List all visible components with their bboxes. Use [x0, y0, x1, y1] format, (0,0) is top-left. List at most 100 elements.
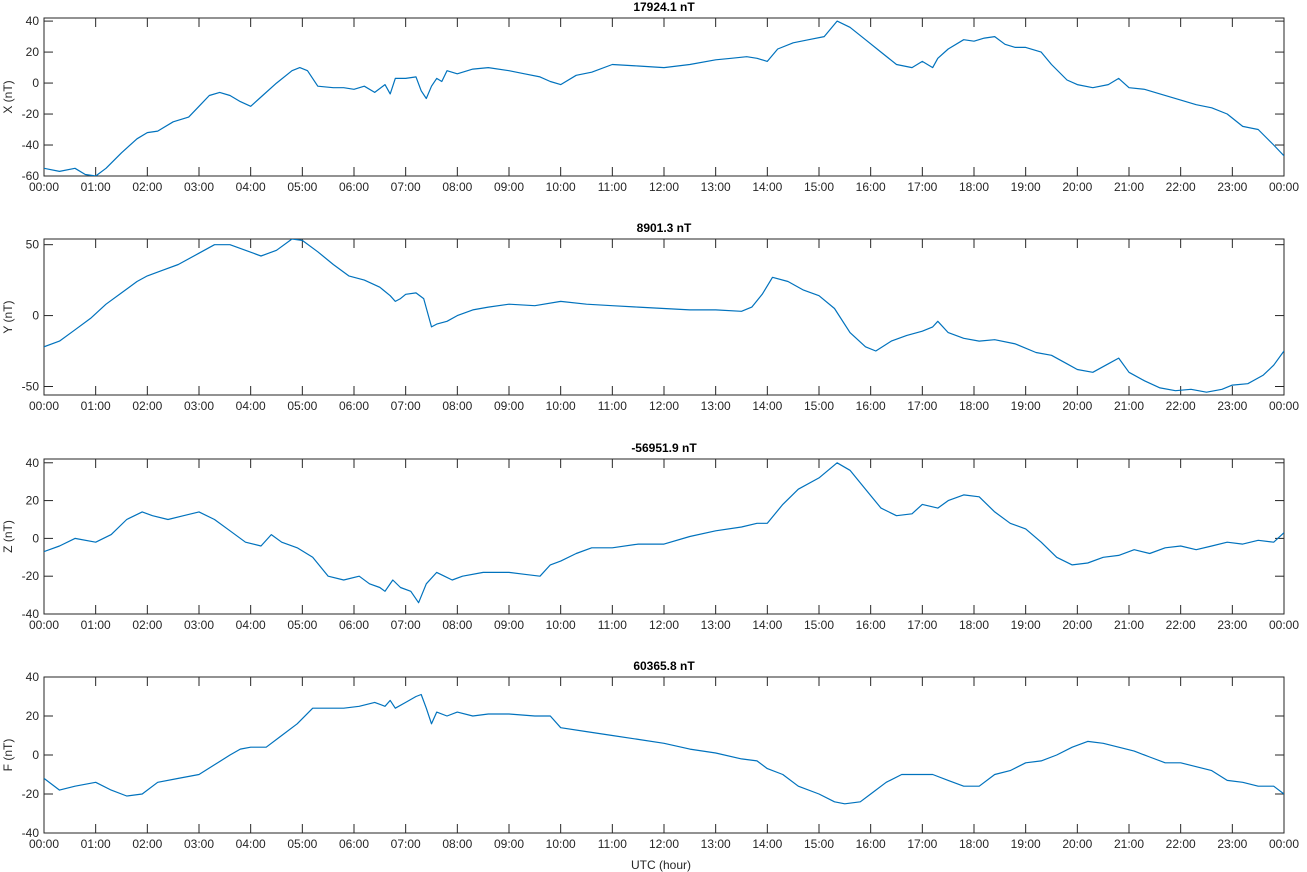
x-tick-label: 02:00 — [132, 399, 162, 413]
x-tick-label: 18:00 — [959, 180, 989, 194]
x-tick-label: 08:00 — [442, 399, 472, 413]
x-tick-label: 21:00 — [1114, 618, 1144, 632]
x-tick-label: 05:00 — [287, 180, 317, 194]
x-tick-label: 13:00 — [701, 180, 731, 194]
x-tick-label: 17:00 — [907, 837, 937, 851]
x-tick-label: 16:00 — [856, 399, 886, 413]
panel-title: 60365.8 nT — [633, 659, 695, 673]
y-tick-label: 0 — [32, 309, 39, 323]
x-tick-label: 11:00 — [598, 837, 627, 851]
y-tick-label: 0 — [32, 748, 39, 762]
x-tick-label: 04:00 — [236, 837, 266, 851]
x-tick-label: 00:00 — [1269, 180, 1299, 194]
y-tick-label: 40 — [26, 14, 40, 28]
x-tick-label: 08:00 — [442, 618, 472, 632]
series-line — [44, 20, 1284, 176]
x-tick-label: 06:00 — [339, 180, 369, 194]
x-tick-label: 12:00 — [649, 618, 679, 632]
x-tick-label: 15:00 — [804, 618, 834, 632]
figure-xlabel: UTC (hour) — [631, 858, 691, 872]
x-tick-label: 23:00 — [1217, 180, 1247, 194]
x-tick-label: 00:00 — [1269, 837, 1299, 851]
x-tick-label: 10:00 — [546, 618, 576, 632]
panel-title: 17924.1 nT — [633, 0, 695, 14]
x-tick-label: 01:00 — [81, 618, 111, 632]
y-tick-label: -40 — [22, 826, 40, 840]
x-tick-label: 05:00 — [287, 618, 317, 632]
x-tick-label: 22:00 — [1166, 399, 1196, 413]
x-tick-label: 11:00 — [598, 180, 627, 194]
x-tick-label: 14:00 — [752, 837, 782, 851]
x-tick-label: 16:00 — [856, 180, 886, 194]
x-tick-label: 05:00 — [287, 837, 317, 851]
x-tick-label: 18:00 — [959, 618, 989, 632]
panel-title: -56951.9 nT — [631, 441, 697, 455]
x-tick-label: 19:00 — [1011, 180, 1041, 194]
x-tick-label: 12:00 — [649, 180, 679, 194]
x-tick-label: 16:00 — [856, 618, 886, 632]
x-tick-label: 12:00 — [649, 399, 679, 413]
y-tick-label: -20 — [22, 787, 40, 801]
x-tick-label: 11:00 — [598, 399, 627, 413]
x-tick-label: 01:00 — [81, 399, 111, 413]
y-axis-label: F (nT) — [1, 739, 15, 772]
x-tick-label: 21:00 — [1114, 837, 1144, 851]
x-tick-label: 05:00 — [287, 399, 317, 413]
series-line — [44, 239, 1284, 393]
x-tick-label: 09:00 — [494, 837, 524, 851]
x-tick-label: 19:00 — [1011, 399, 1041, 413]
x-tick-label: 20:00 — [1062, 837, 1092, 851]
x-tick-label: 07:00 — [391, 837, 421, 851]
x-tick-label: 06:00 — [339, 399, 369, 413]
x-tick-label: 13:00 — [701, 618, 731, 632]
x-tick-label: 08:00 — [442, 837, 472, 851]
x-tick-label: 09:00 — [494, 618, 524, 632]
x-tick-label: 22:00 — [1166, 180, 1196, 194]
chart-panel-2: 00:00 01:00 02:00 03:00 04:00 05:00 06:00 07:00… — [1, 221, 1299, 413]
x-tick-label: 06:00 — [339, 618, 369, 632]
y-tick-label: -20 — [22, 107, 40, 121]
x-tick-label: 14:00 — [752, 618, 782, 632]
x-tick-label: 00:00 — [1269, 399, 1299, 413]
x-tick-label: 04:00 — [236, 399, 266, 413]
x-tick-label: 03:00 — [184, 399, 214, 413]
x-tick-label: 15:00 — [804, 837, 834, 851]
y-tick-label: -60 — [22, 169, 40, 183]
x-tick-label: 00:00 — [29, 399, 59, 413]
x-tick-label: 07:00 — [391, 180, 421, 194]
x-tick-label: 18:00 — [959, 399, 989, 413]
x-tick-label: 04:00 — [236, 618, 266, 632]
chart-panel-3: 00:00 01:00 02:00 03:00 04:00 05:00 06:00 07:00… — [1, 441, 1299, 632]
y-tick-label: -50 — [22, 379, 40, 393]
y-axis-label: X (nT) — [1, 80, 15, 113]
x-tick-label: 22:00 — [1166, 618, 1196, 632]
y-tick-label: -40 — [22, 607, 40, 621]
x-tick-label: 15:00 — [804, 180, 834, 194]
y-axis-label: Z (nT) — [1, 520, 15, 553]
x-tick-label: 21:00 — [1114, 180, 1144, 194]
x-tick-label: 08:00 — [442, 180, 472, 194]
x-tick-label: 04:00 — [236, 180, 266, 194]
x-tick-label: 10:00 — [546, 399, 576, 413]
series-line — [44, 693, 1284, 805]
x-tick-label: 18:00 — [959, 837, 989, 851]
x-tick-label: 20:00 — [1062, 180, 1092, 194]
x-tick-label: 06:00 — [339, 837, 369, 851]
x-tick-label: 23:00 — [1217, 618, 1247, 632]
y-tick-label: 40 — [26, 456, 40, 470]
x-tick-label: 03:00 — [184, 180, 214, 194]
x-tick-label: 01:00 — [81, 837, 111, 851]
x-tick-label: 02:00 — [132, 837, 162, 851]
y-tick-label: 50 — [26, 238, 40, 252]
x-tick-label: 01:00 — [81, 180, 111, 194]
chart-panel-4: 00:00 01:00 02:00 03:00 04:00 05:00 06:00 07:00… — [1, 659, 1299, 851]
y-tick-label: 20 — [26, 45, 40, 59]
y-tick-label: -20 — [22, 569, 40, 583]
x-tick-label: 00:00 — [29, 180, 59, 194]
panels-layer: 00:00 01:00 02:00 03:00 04:00 05:00 06:00 07:00… — [1, 0, 1299, 851]
x-tick-label: 00:00 — [29, 837, 59, 851]
plot-frame — [43, 238, 1285, 396]
x-tick-label: 09:00 — [494, 180, 524, 194]
y-axis-label: Y (nT) — [1, 300, 15, 333]
